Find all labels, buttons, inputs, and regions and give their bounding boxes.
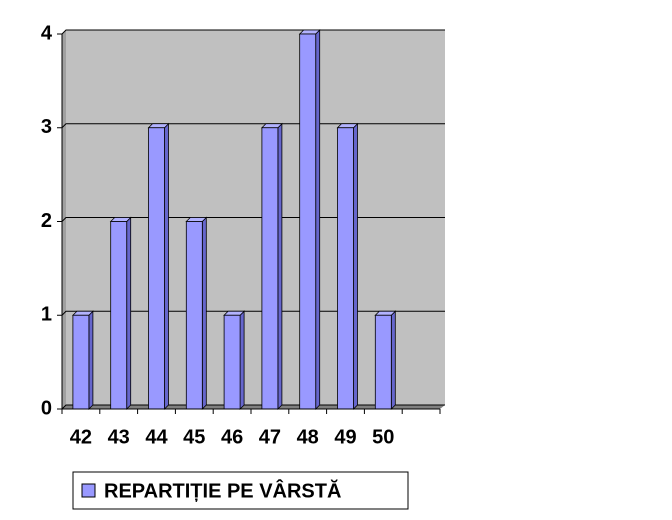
bar bbox=[148, 127, 165, 410]
bar bbox=[299, 33, 317, 410]
x-tick-label: 47 bbox=[259, 426, 281, 448]
bar-side bbox=[315, 29, 321, 410]
bar-side bbox=[88, 310, 94, 410]
bar-side bbox=[164, 122, 169, 410]
bar bbox=[374, 314, 392, 410]
bar bbox=[72, 314, 90, 410]
x-tick-label: 45 bbox=[183, 426, 205, 448]
bar-side bbox=[239, 310, 245, 410]
x-tick-label: 44 bbox=[145, 426, 168, 448]
bars bbox=[71, 29, 397, 410]
x-tick-label: 43 bbox=[108, 426, 130, 448]
bar-top bbox=[71, 310, 94, 316]
bar-side bbox=[390, 310, 396, 410]
x-tick-label: 49 bbox=[334, 426, 356, 448]
bar-side bbox=[277, 122, 283, 410]
bar bbox=[337, 127, 354, 410]
x-tick-label: 48 bbox=[297, 426, 319, 448]
bar-top bbox=[298, 29, 321, 35]
axes: 0 1 2 3 4 42 43 44 45 46 47 48 49 50 bbox=[41, 22, 441, 448]
x-tick-label: 42 bbox=[70, 426, 92, 448]
legend-box bbox=[72, 471, 409, 510]
bar-top bbox=[185, 217, 208, 222]
bar bbox=[185, 221, 203, 410]
bar bbox=[110, 221, 128, 410]
bar-top bbox=[109, 217, 132, 222]
x-tick-label: 50 bbox=[372, 426, 394, 448]
legend: REPARTIȚIE PE VÂRSTĂ bbox=[81, 478, 341, 502]
bar-top bbox=[336, 123, 359, 129]
y-tick-label: 2 bbox=[41, 210, 52, 232]
x-tick-label: 46 bbox=[221, 426, 243, 448]
bar bbox=[223, 314, 241, 410]
bar-top bbox=[260, 123, 283, 129]
bar-top bbox=[223, 310, 246, 316]
bar-top bbox=[374, 310, 397, 316]
bar-side bbox=[353, 122, 358, 410]
y-tick-label: 1 bbox=[41, 304, 52, 326]
bar-top bbox=[147, 123, 170, 129]
legend-label: REPARTIȚIE PE VÂRSTĂ bbox=[104, 478, 341, 502]
y-tick-label: 4 bbox=[41, 22, 53, 44]
y-tick-label: 3 bbox=[41, 116, 52, 138]
legend-swatch bbox=[81, 483, 96, 498]
y-tick-label: 0 bbox=[41, 397, 52, 419]
bar bbox=[261, 127, 279, 410]
bar-side bbox=[201, 216, 207, 410]
bar-side bbox=[126, 216, 132, 410]
